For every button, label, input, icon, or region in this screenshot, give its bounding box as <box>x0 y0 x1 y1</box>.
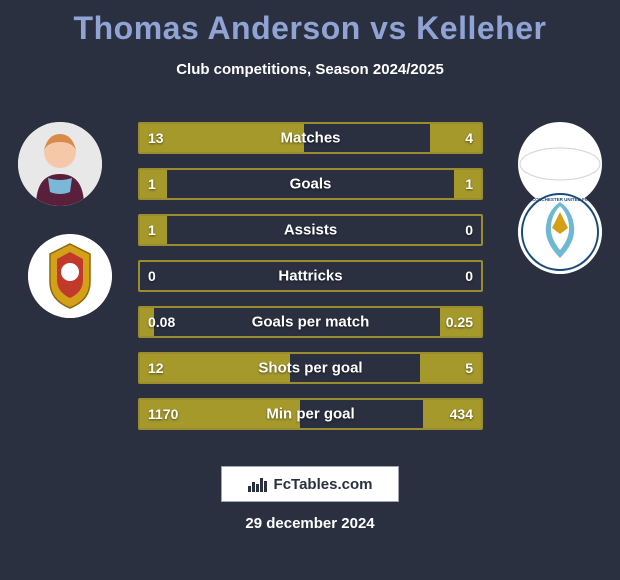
stat-row: 0 Hattricks 0 <box>138 260 483 292</box>
stat-value-right: 1 <box>465 176 473 192</box>
stat-row: 1170 Min per goal 434 <box>138 398 483 430</box>
stat-label: Assists <box>284 222 337 239</box>
svg-text:COLCHESTER UNITED FC: COLCHESTER UNITED FC <box>532 197 589 202</box>
chart-icon <box>248 476 268 492</box>
club-right-badge: COLCHESTER UNITED FC <box>518 190 602 274</box>
footer-date: 29 december 2024 <box>245 515 374 532</box>
stat-label: Goals per match <box>252 314 370 331</box>
stat-label: Matches <box>280 130 340 147</box>
stat-value-left: 1170 <box>148 406 178 422</box>
stat-row: 0.08 Goals per match 0.25 <box>138 306 483 338</box>
stat-label: Shots per goal <box>258 360 362 377</box>
stat-label: Goals <box>290 176 332 193</box>
subtitle: Club competitions, Season 2024/2025 <box>0 61 620 78</box>
stat-label: Hattricks <box>278 268 342 285</box>
stat-value-left: 1 <box>148 222 156 238</box>
stat-row: 1 Goals 1 <box>138 168 483 200</box>
stat-value-left: 0.08 <box>148 314 175 330</box>
club-left-badge <box>28 234 112 318</box>
footer-logo: FcTables.com <box>221 466 399 502</box>
stat-row: 13 Matches 4 <box>138 122 483 154</box>
stat-value-left: 1 <box>148 176 156 192</box>
page-title: Thomas Anderson vs Kelleher <box>0 0 620 47</box>
stat-value-right: 5 <box>465 360 473 376</box>
stat-value-right: 434 <box>450 406 473 422</box>
stats-chart: 13 Matches 4 1 Goals 1 1 Assists 0 0 Hattricks 0 0.0… <box>138 122 483 444</box>
stat-value-right: 4 <box>465 130 473 146</box>
stat-value-left: 12 <box>148 360 164 376</box>
stat-row: 1 Assists 0 <box>138 214 483 246</box>
stat-value-left: 13 <box>148 130 164 146</box>
stat-fill-right <box>430 124 481 152</box>
stat-fill-left <box>140 124 304 152</box>
stat-label: Min per goal <box>266 406 354 423</box>
stat-row: 12 Shots per goal 5 <box>138 352 483 384</box>
footer-site-text: FcTables.com <box>274 476 373 493</box>
player-left-avatar <box>18 122 102 206</box>
stat-value-right: 0.25 <box>446 314 473 330</box>
stat-value-left: 0 <box>148 268 156 284</box>
stat-value-right: 0 <box>465 222 473 238</box>
stat-value-right: 0 <box>465 268 473 284</box>
